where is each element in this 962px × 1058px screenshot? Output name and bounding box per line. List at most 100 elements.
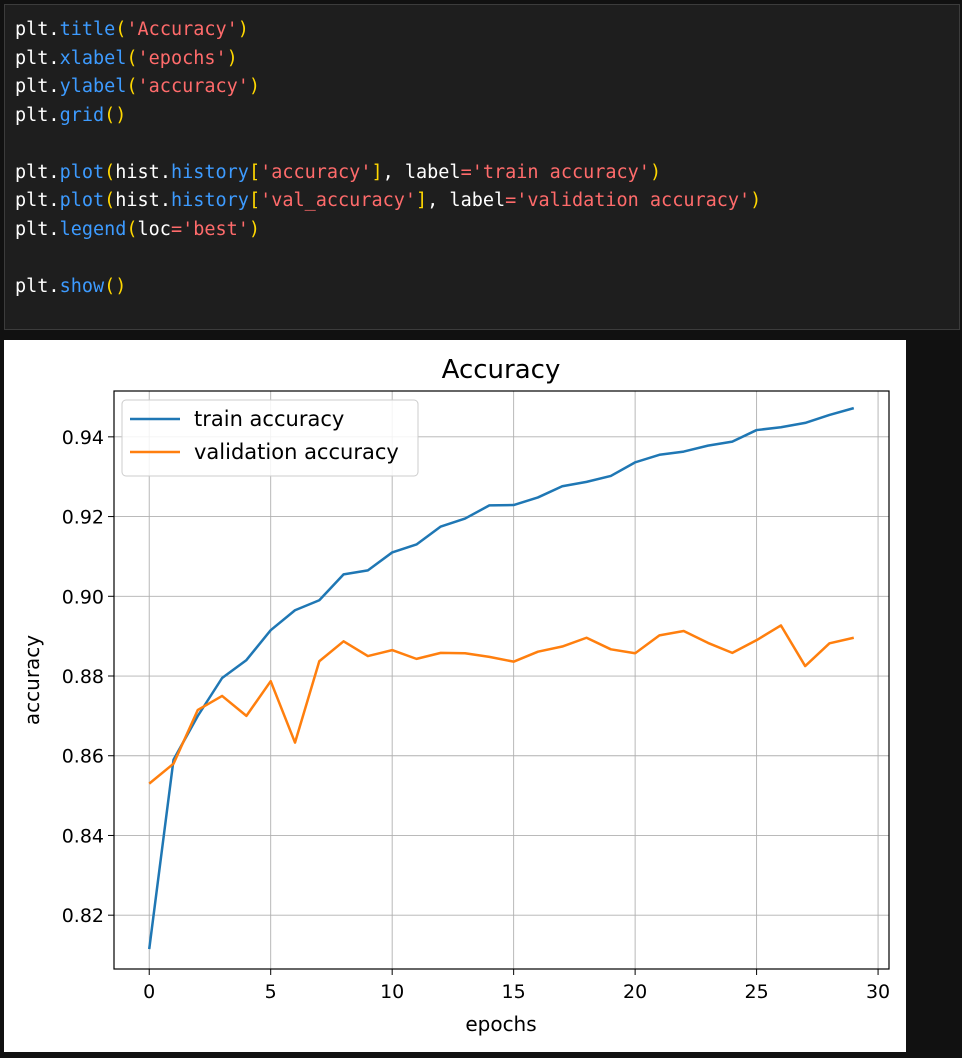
code-token: ( [115, 19, 127, 40]
code-token: plt [15, 76, 49, 97]
series-lines [147, 406, 855, 950]
code-token: grid [59, 104, 105, 126]
code-token: ) [226, 47, 238, 69]
y-tick-label: 0.94 [62, 427, 104, 449]
code-token: 'validation accuracy' [516, 190, 751, 211]
code-cell[interactable]: plt.title('Accuracy') plt.xlabel('epochs'… [4, 4, 960, 330]
y-axis-label: accuracy [20, 635, 44, 725]
x-tick-label: 25 [745, 981, 769, 1003]
code-token: ) [649, 161, 662, 183]
x-tick-label: 20 [623, 981, 647, 1003]
axes-frame [113, 390, 890, 970]
code-token: plt [15, 161, 49, 183]
code-token: plt [15, 275, 49, 297]
code-token: () [104, 275, 127, 297]
x-tick-label: 10 [380, 981, 404, 1003]
code-token: ] [416, 190, 428, 211]
code-token: ) [248, 76, 261, 97]
y-tick-label: 0.92 [62, 507, 104, 529]
code-token: title [59, 19, 116, 40]
code-token: plot [59, 190, 105, 211]
legend-label-train: train accuracy [194, 407, 344, 431]
code-token: 'epochs' [137, 47, 227, 69]
code-token: plot [59, 161, 105, 183]
code-token: ( [104, 190, 116, 211]
code-token: plt [15, 19, 49, 40]
legend: train accuracy validation accuracy [121, 399, 419, 477]
chart-title: Accuracy [442, 355, 561, 385]
code-line: plt.legend(loc='best') [15, 216, 761, 245]
code-token: . [159, 190, 171, 211]
code-token: 'best' [182, 218, 249, 240]
code-token: ( [126, 76, 138, 97]
code-token: , label [382, 161, 461, 183]
code-token: . [48, 275, 60, 297]
code-token: ) [248, 218, 261, 240]
code-token: hist [115, 190, 160, 211]
code-token: 'accuracy' [260, 161, 372, 183]
code-token: [ [248, 161, 261, 183]
x-tick-label: 15 [502, 981, 526, 1003]
code-token: ) [750, 190, 762, 211]
code-line: plt.show() [15, 273, 761, 302]
code-token: plt [15, 47, 49, 69]
code-token: = [170, 218, 183, 240]
code-token: 'val_accuracy' [260, 190, 417, 211]
code-token: 'Accuracy' [126, 19, 238, 40]
code-token: history [170, 161, 249, 183]
code-line [15, 130, 761, 159]
x-axis-label: epochs [465, 1012, 536, 1036]
code-token: . [48, 19, 60, 40]
code-token: ylabel [59, 76, 127, 97]
validation-accuracy-line [148, 624, 855, 785]
y-tick-label: 0.88 [62, 666, 104, 688]
code-token: ( [126, 47, 138, 69]
code-token: history [170, 190, 249, 211]
code-token: . [48, 104, 60, 126]
code-token: 'accuracy' [137, 76, 249, 97]
x-tick-label: 30 [866, 981, 890, 1003]
code-token: . [159, 161, 171, 183]
code-token: , label [427, 190, 506, 211]
axis-ticks: 0 5 10 15 20 25 30 0.82 0.84 0.86 0.88 0.90 0.92 0.94 [62, 427, 890, 1003]
y-tick-label: 0.82 [62, 905, 104, 927]
code-token: . [48, 47, 60, 69]
code-token: 'train accuracy' [471, 161, 650, 183]
code-token: . [48, 190, 60, 211]
code-line: plt.plot(hist.history['val_accuracy'], l… [15, 187, 761, 216]
plot-output: 0 5 10 15 20 25 30 0.82 0.84 0.86 0.88 0.90 0.92 0.94… [4, 340, 906, 1052]
code-token: ( [126, 218, 138, 240]
code-editor[interactable]: plt.title('Accuracy') plt.xlabel('epochs'… [15, 16, 761, 301]
code-line: plt.plot(hist.history['accuracy'], label… [15, 159, 761, 188]
code-line [15, 244, 761, 273]
x-tick-label: 0 [143, 981, 155, 1003]
code-token: ) [237, 19, 249, 40]
code-token: = [505, 190, 517, 211]
code-token: plt [15, 104, 49, 126]
code-token: xlabel [59, 47, 127, 69]
code-token: ( [104, 161, 116, 183]
code-token: = [460, 161, 472, 183]
code-token: . [48, 161, 60, 183]
code-line: plt.ylabel('accuracy') [15, 73, 761, 102]
train-accuracy-line [147, 406, 855, 950]
y-tick-label: 0.90 [62, 586, 104, 608]
legend-label-validation: validation accuracy [194, 440, 399, 464]
code-line: plt.xlabel('epochs') [15, 45, 761, 74]
legend-box [121, 399, 419, 477]
code-token: [ [248, 190, 261, 211]
code-token: show [59, 275, 105, 297]
code-token: plt [15, 218, 49, 240]
code-token: () [104, 104, 127, 126]
x-tick-label: 5 [265, 981, 277, 1003]
code-token: plt [15, 190, 49, 211]
code-line: plt.title('Accuracy') [15, 16, 761, 45]
y-tick-label: 0.86 [62, 746, 104, 768]
grid-lines [114, 391, 889, 969]
y-tick-label: 0.84 [62, 825, 104, 847]
accuracy-chart: 0 5 10 15 20 25 30 0.82 0.84 0.86 0.88 0.90 0.92 0.94… [20, 355, 890, 1036]
code-token: hist [115, 161, 160, 183]
code-token: loc [137, 218, 171, 240]
code-line: plt.grid() [15, 102, 761, 131]
code-token: ] [371, 161, 383, 183]
